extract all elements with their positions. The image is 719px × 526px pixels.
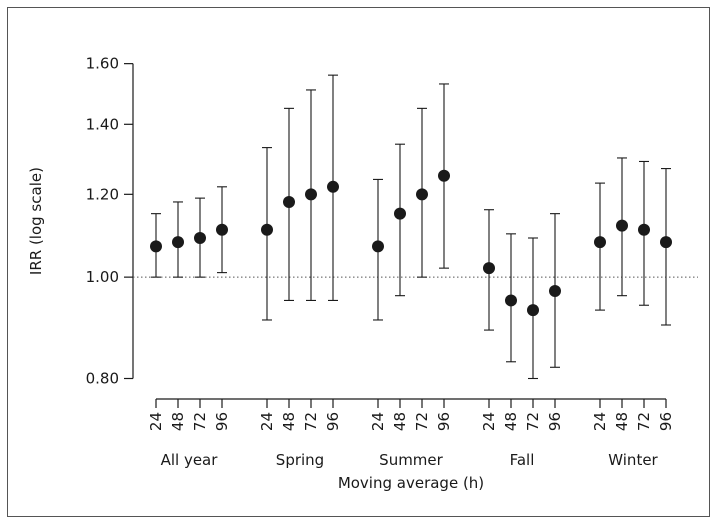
x-tick-label: 48 bbox=[280, 412, 298, 431]
group-label: Winter bbox=[608, 451, 658, 469]
y-tick-label: 1.20 bbox=[86, 185, 119, 203]
x-tick-label: 96 bbox=[657, 412, 675, 431]
data-point bbox=[394, 207, 406, 220]
y-tick-label: 1.40 bbox=[86, 115, 119, 133]
data-point bbox=[616, 219, 628, 232]
data-point bbox=[660, 236, 672, 249]
data-point bbox=[216, 223, 228, 236]
x-tick-label: 72 bbox=[191, 412, 209, 431]
chart-frame: 0.80 1.00 1.20 1.40 1.60 IRR (log scale) 24 48 7… bbox=[7, 7, 710, 517]
data-point bbox=[150, 240, 162, 253]
x-tick-label: 96 bbox=[435, 412, 453, 431]
x-tick-label: 24 bbox=[258, 412, 276, 431]
data-point bbox=[305, 188, 317, 201]
data-point bbox=[194, 231, 206, 244]
y-axis-title: IRR (log scale) bbox=[27, 167, 45, 275]
x-tick-label: 96 bbox=[324, 412, 342, 431]
x-tick-label: 48 bbox=[169, 412, 187, 431]
y-tick-label: 1.60 bbox=[86, 55, 119, 73]
data-point bbox=[505, 294, 517, 307]
data-point bbox=[172, 236, 184, 249]
x-axis-title: Moving average (h) bbox=[338, 474, 484, 492]
data-point bbox=[438, 169, 450, 182]
group-label: All year bbox=[161, 451, 219, 469]
x-tick-label: 72 bbox=[524, 412, 542, 431]
group-label: Summer bbox=[379, 451, 443, 469]
data-point bbox=[638, 223, 650, 236]
y-tick-label: 0.80 bbox=[86, 369, 119, 387]
data-point bbox=[416, 188, 428, 201]
data-point bbox=[549, 284, 561, 297]
group-label: Spring bbox=[276, 451, 324, 469]
x-tick-label: 96 bbox=[546, 412, 564, 431]
group-label: Fall bbox=[510, 451, 535, 469]
data-point bbox=[527, 304, 539, 317]
points-group bbox=[150, 169, 672, 317]
x-tick-label: 72 bbox=[635, 412, 653, 431]
x-tick-label: 96 bbox=[213, 412, 231, 431]
x-tick-label: 48 bbox=[391, 412, 409, 431]
x-tick-label: 72 bbox=[302, 412, 320, 431]
data-point bbox=[594, 236, 606, 249]
data-point bbox=[261, 223, 273, 236]
data-point bbox=[372, 240, 384, 253]
x-tick-label: 24 bbox=[591, 412, 609, 431]
x-tick-label: 48 bbox=[502, 412, 520, 431]
data-point bbox=[327, 180, 339, 193]
x-tick-label: 24 bbox=[147, 412, 165, 431]
data-point bbox=[283, 195, 295, 208]
x-tick-label: 48 bbox=[613, 412, 631, 431]
y-tick-label: 1.00 bbox=[86, 268, 119, 286]
x-tick-label: 24 bbox=[369, 412, 387, 431]
x-tick-label: 72 bbox=[413, 412, 431, 431]
axes bbox=[124, 63, 667, 408]
x-tick-label: 24 bbox=[480, 412, 498, 431]
errorbars-group bbox=[151, 74, 671, 380]
data-point bbox=[483, 262, 495, 275]
